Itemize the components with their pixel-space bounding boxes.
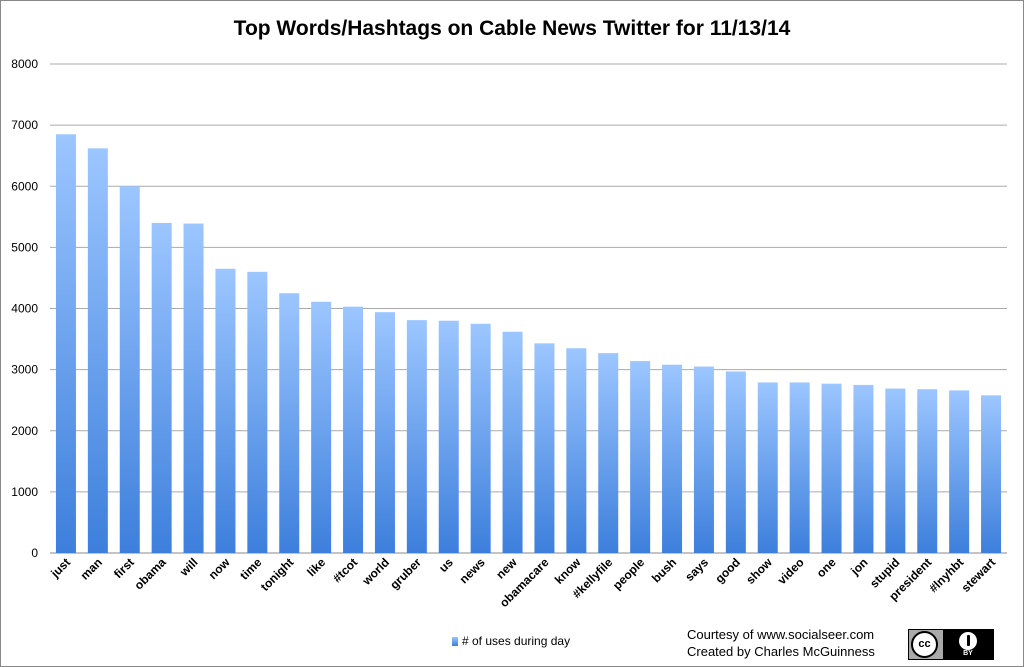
creative-commons-by-icon: cc BY: [908, 629, 994, 660]
bar-like: [311, 301, 332, 553]
bar-world: [374, 312, 395, 553]
x-tick-label: world: [359, 555, 392, 588]
bar-president: [917, 389, 938, 553]
bar-hash-kellyfile: [598, 353, 619, 553]
x-tick-label: people: [610, 555, 647, 592]
bar-hash-tcot: [343, 306, 364, 553]
bar-time: [247, 271, 268, 553]
legend-swatch: [452, 636, 458, 646]
credit-line-author: Created by Charles McGuinness: [687, 644, 875, 659]
chart-title: Top Words/Hashtags on Cable News Twitter…: [233, 17, 791, 40]
x-tick-label: stewart: [959, 555, 999, 595]
x-tick-label: like: [304, 555, 328, 579]
by-panel: BY: [943, 630, 993, 659]
x-tick-label: now: [206, 555, 233, 582]
x-tick-label: man: [78, 555, 105, 582]
y-tick-label: 3000: [11, 363, 38, 377]
bar-video: [789, 382, 810, 553]
x-tick-label: #lnyhbt: [926, 555, 966, 595]
x-tick-label: bush: [649, 555, 679, 585]
x-tick-label: will: [176, 555, 200, 579]
bar-man: [87, 148, 108, 554]
y-tick-label: 2000: [11, 424, 38, 438]
bar-now: [215, 268, 236, 553]
x-tick-label: first: [111, 555, 137, 581]
bar-will: [183, 223, 204, 553]
bar-obama: [151, 222, 172, 554]
legend-label: # of uses during day: [462, 634, 571, 648]
credits: Courtesy of www.socialseer.com Created b…: [687, 626, 875, 660]
legend: # of uses during day: [452, 634, 570, 648]
x-tick-label: good: [712, 555, 743, 586]
y-tick-label: 6000: [11, 179, 38, 193]
credit-line-source: Courtesy of www.socialseer.com: [687, 627, 875, 642]
person-figure: [967, 635, 970, 646]
bar-says: [693, 366, 714, 553]
bar-first: [119, 186, 140, 553]
x-tick-label: #tcot: [330, 555, 360, 585]
bar-stewart: [981, 395, 1002, 553]
y-tick-label: 7000: [11, 118, 38, 132]
cc-icon: cc: [911, 631, 938, 658]
y-tick-label: 0: [31, 546, 38, 560]
x-tick-label: time: [237, 555, 265, 583]
bar-good: [725, 371, 746, 553]
bar-people: [630, 361, 651, 553]
y-tick-label: 4000: [11, 302, 38, 316]
y-tick-label: 8000: [11, 57, 38, 71]
y-tick-label: 1000: [11, 485, 38, 499]
x-tick-label: gruber: [387, 555, 424, 592]
bar-one: [821, 383, 842, 553]
x-tick-label: jon: [847, 555, 870, 578]
bar-gruber: [406, 320, 427, 553]
bar-know: [566, 348, 587, 553]
bar-stupid: [885, 388, 906, 553]
bar-bush: [662, 364, 683, 553]
x-tick-label: news: [457, 555, 488, 586]
bar-just: [55, 134, 76, 553]
bar-show: [757, 382, 778, 553]
bar-obamacare: [534, 343, 555, 553]
x-tick-label: video: [775, 555, 807, 587]
x-tick-label: says: [682, 555, 711, 584]
x-tick-label: just: [47, 555, 73, 581]
x-tick-label: tonight: [258, 555, 297, 594]
bar-hash-lnyhbt: [949, 390, 970, 553]
bar-jon: [853, 384, 874, 553]
bar-news: [470, 323, 491, 553]
x-tick-label: one: [814, 555, 839, 580]
by-label: BY: [963, 650, 973, 657]
x-tick-label: show: [743, 555, 775, 587]
x-tick-label: obama: [132, 555, 169, 592]
bar-new: [502, 331, 523, 553]
bar-tonight: [279, 293, 300, 553]
x-tick-label: new: [493, 555, 520, 582]
bar-us: [438, 320, 459, 553]
x-tick-label: us: [436, 555, 456, 575]
y-tick-label: 5000: [11, 240, 38, 254]
